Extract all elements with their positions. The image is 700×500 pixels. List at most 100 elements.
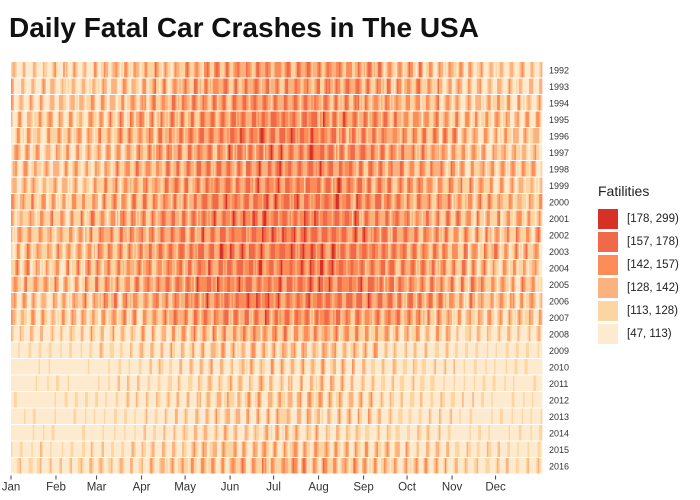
- day-cell: [192, 111, 195, 127]
- day-cell: [71, 95, 74, 111]
- day-cell: [415, 78, 418, 94]
- day-cell: [53, 161, 55, 177]
- day-cell: [473, 210, 476, 226]
- day-cell: [90, 78, 93, 94]
- day-cell: [469, 210, 472, 226]
- day-cell: [198, 78, 201, 94]
- day-cell: [465, 62, 467, 78]
- day-cell: [504, 161, 507, 177]
- day-cell: [379, 210, 382, 226]
- day-cell: [367, 194, 370, 210]
- day-cell: [243, 111, 245, 127]
- day-cell: [31, 95, 34, 111]
- day-cell: [87, 177, 90, 193]
- day-cell: [527, 95, 530, 111]
- day-cell: [182, 227, 185, 243]
- day-cell: [253, 144, 256, 160]
- day-cell: [105, 78, 108, 94]
- day-cell: [434, 128, 437, 144]
- day-cell: [298, 62, 301, 78]
- heatmap-row: [11, 227, 543, 243]
- day-cell: [227, 210, 230, 226]
- day-cell: [330, 62, 333, 78]
- day-cell: [227, 62, 230, 78]
- day-cell: [161, 227, 164, 243]
- day-cell: [425, 210, 428, 226]
- day-cell: [244, 144, 247, 160]
- day-cell: [228, 177, 231, 193]
- day-cell: [420, 78, 422, 94]
- day-cell: [15, 227, 18, 243]
- day-cell: [154, 128, 157, 144]
- day-cell: [434, 227, 437, 243]
- day-cell: [189, 177, 192, 193]
- day-cell: [140, 128, 142, 144]
- day-cell: [353, 78, 356, 94]
- day-cell: [70, 210, 73, 226]
- day-cell: [407, 144, 409, 160]
- day-cell: [174, 128, 177, 144]
- day-cell: [437, 95, 440, 111]
- day-cell: [335, 128, 338, 144]
- day-cell: [103, 111, 106, 127]
- day-cell: [114, 177, 116, 193]
- day-cell: [526, 111, 528, 127]
- day-cell: [166, 144, 169, 160]
- day-cell: [507, 128, 510, 144]
- day-cell: [357, 161, 360, 177]
- day-cell: [460, 177, 463, 193]
- day-cell: [295, 210, 298, 226]
- day-cell: [343, 95, 346, 111]
- day-cell: [148, 128, 151, 144]
- day-cell: [433, 128, 436, 144]
- day-cell: [398, 177, 401, 193]
- day-cell: [18, 62, 21, 78]
- day-cell: [498, 161, 501, 177]
- day-cell: [293, 227, 296, 243]
- day-cell: [295, 227, 298, 243]
- day-cell: [34, 78, 37, 94]
- day-cell: [222, 62, 225, 78]
- day-cell: [83, 194, 86, 210]
- day-cell: [269, 227, 272, 243]
- day-cell: [488, 144, 491, 160]
- day-cell: [322, 177, 325, 193]
- day-cell: [299, 111, 302, 127]
- day-cell: [237, 144, 240, 160]
- day-cell: [61, 161, 64, 177]
- day-cell: [231, 161, 234, 177]
- day-cell: [164, 128, 167, 144]
- day-cell: [330, 111, 333, 127]
- day-cell: [79, 227, 82, 243]
- day-cell: [66, 62, 68, 78]
- day-cell: [272, 95, 274, 111]
- day-cell: [186, 95, 189, 111]
- day-cell: [231, 95, 234, 111]
- day-cell: [125, 78, 128, 94]
- day-cell: [41, 243, 44, 259]
- day-cell: [322, 194, 325, 210]
- day-cell: [212, 243, 215, 259]
- day-cell: [306, 177, 309, 193]
- day-cell: [514, 111, 517, 127]
- day-cell: [304, 194, 306, 210]
- day-cell: [170, 128, 173, 144]
- day-cell: [34, 161, 37, 177]
- day-cell: [504, 62, 507, 78]
- day-cell: [293, 144, 296, 160]
- day-cell: [372, 194, 375, 210]
- day-cell: [401, 161, 404, 177]
- day-cell: [321, 95, 324, 111]
- day-cell: [375, 128, 378, 144]
- day-cell: [363, 194, 366, 210]
- day-cell: [209, 243, 212, 259]
- day-cell: [183, 227, 186, 243]
- day-cell: [212, 161, 215, 177]
- day-cell: [512, 111, 515, 127]
- day-cell: [489, 95, 492, 111]
- day-cell: [222, 95, 225, 111]
- day-cell: [55, 177, 58, 193]
- day-cell: [188, 177, 190, 193]
- day-cell: [51, 194, 54, 210]
- day-cell: [150, 95, 153, 111]
